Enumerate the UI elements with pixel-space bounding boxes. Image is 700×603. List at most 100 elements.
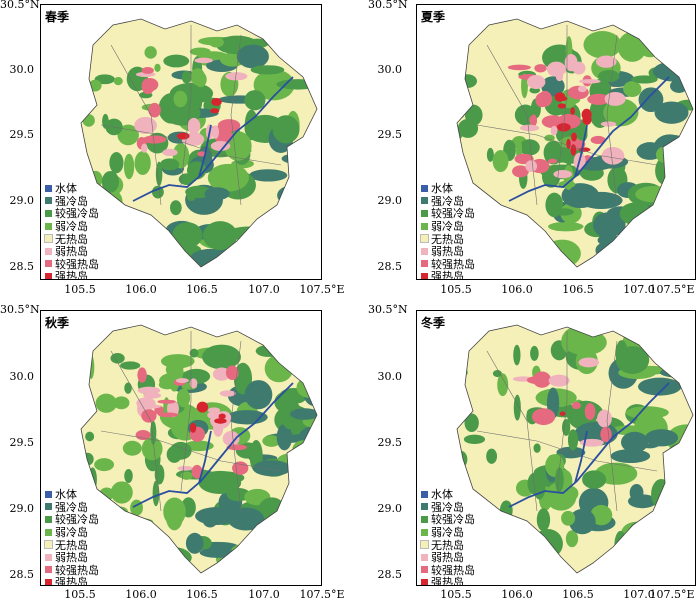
legend-swatch (421, 553, 428, 561)
legend-label: 较强冷岛 (55, 207, 99, 221)
legend-item: 弱冷岛 (421, 220, 475, 233)
heat-island-patch (531, 408, 556, 426)
cool-island-patch (262, 435, 281, 447)
cool-island-patch (113, 76, 123, 86)
cool-island-patch (249, 169, 288, 182)
legend-label: 弱热岛 (55, 551, 88, 565)
y-tick-30-0: 30.0 (377, 370, 403, 383)
x-tick-105-5: 105.5 (64, 588, 96, 601)
cool-island-patch (464, 104, 483, 126)
legend-swatch (45, 528, 52, 536)
cool-island-patch (207, 163, 249, 192)
cool-island-patch (94, 458, 115, 472)
x-tick-105-5: 105.5 (440, 588, 472, 601)
heat-island-patch (225, 365, 239, 381)
cool-island-patch (198, 470, 242, 495)
district-boundary (110, 44, 162, 206)
legend-item: 强冷岛 (421, 195, 475, 208)
y-tick-28-5: 28.5 (9, 568, 35, 581)
cool-island-patch (553, 208, 574, 216)
cool-island-patch (297, 445, 317, 459)
heat-island-patch (225, 72, 248, 81)
cool-island-patch (277, 253, 305, 267)
cool-island-patch (190, 68, 205, 86)
strong-heat-island-patch (557, 103, 567, 109)
cool-island-patch (82, 114, 95, 127)
x-tick-106-5: 106.5 (186, 283, 218, 296)
heat-island-patch (601, 146, 625, 165)
cool-island-patch (567, 429, 579, 451)
cool-island-patch (543, 140, 564, 165)
cool-island-patch (555, 467, 564, 493)
heat-island-patch (191, 464, 203, 479)
cool-island-patch (259, 539, 279, 562)
cool-island-patch (663, 200, 690, 209)
cool-island-patch (189, 47, 211, 56)
cool-island-patch (671, 512, 693, 529)
cool-island-patch (110, 481, 133, 504)
map-frame-autumn: 秋季 水体 强冷岛 较强冷岛 弱冷岛 无热岛 弱热岛 较强热岛 强热岛 (40, 310, 322, 586)
strong-heat-island-patch (176, 132, 190, 140)
cool-island-patch (141, 437, 163, 461)
legend-label: 弱冷岛 (431, 220, 464, 234)
cool-island-patch (293, 143, 317, 160)
heat-island-patch (157, 399, 176, 404)
heat-island-patch (548, 374, 570, 387)
legend-swatch (44, 540, 53, 550)
heat-island-patch (571, 401, 581, 410)
heat-island-patch (547, 158, 558, 164)
y-tick-28-5: 28.5 (377, 260, 403, 273)
cool-island-patch (273, 522, 302, 541)
cool-island-patch (152, 480, 160, 507)
legend-item: 无热岛 (44, 538, 99, 552)
strong-heat-island-patch (566, 138, 571, 150)
cool-island-patch (123, 153, 135, 180)
y-tick-30-0: 30.0 (9, 63, 35, 76)
heat-island-patch (138, 404, 161, 409)
legend-swatch (45, 490, 52, 498)
cool-island-patch (561, 418, 571, 436)
legend-swatch (45, 553, 52, 561)
river (574, 430, 588, 484)
cool-island-patch (284, 552, 300, 572)
cool-island-patch (227, 507, 265, 531)
map-frame-summer: 夏季 水体 强冷岛 较强冷岛 弱冷岛 无热岛 弱热岛 较强热岛 强热岛 (416, 4, 696, 280)
y-tick-28-5: 28.5 (9, 260, 35, 273)
legend-label: 较强冷岛 (431, 207, 475, 221)
x-tick-107-5: 107.5°E (649, 588, 695, 601)
legend-swatch (421, 197, 428, 205)
legend-item: 无热岛 (420, 538, 475, 552)
cool-island-patch (109, 152, 124, 174)
y-tick-29-0: 29.0 (9, 502, 35, 515)
cool-island-patch (113, 396, 130, 410)
y-tick-29-0: 29.0 (9, 194, 35, 207)
legend-item: 弱热岛 (45, 551, 99, 564)
cool-island-patch (297, 237, 312, 256)
cool-island-patch (544, 134, 555, 142)
cool-island-patch (250, 65, 285, 75)
x-tick-106-5: 106.5 (186, 588, 218, 601)
river (508, 76, 670, 202)
legend-item: 强冷岛 (421, 501, 475, 514)
cool-island-patch (659, 541, 685, 558)
x-tick-107-5: 107.5°E (649, 283, 695, 296)
y-tick-30-5: 30.5°N (368, 303, 408, 316)
cool-island-patch (202, 344, 241, 370)
legend-swatch (421, 260, 428, 268)
cool-island-patch (583, 31, 622, 59)
x-tick-106-5: 106.5 (562, 283, 594, 296)
heat-island-patch (507, 64, 531, 71)
cool-island-patch (255, 541, 286, 552)
cool-island-patch (158, 380, 176, 390)
cool-island-patch (204, 187, 230, 201)
cool-island-patch (492, 370, 502, 378)
cool-island-patch (183, 440, 214, 452)
cool-island-patch (202, 511, 218, 528)
cool-island-patch (272, 115, 300, 144)
cool-island-patch (301, 505, 317, 529)
cool-island-patch (182, 368, 211, 384)
heat-island-patch (526, 75, 546, 90)
legend-item: 水体 (45, 182, 99, 195)
heat-island-patch (142, 135, 167, 144)
district-boundary (180, 25, 192, 186)
